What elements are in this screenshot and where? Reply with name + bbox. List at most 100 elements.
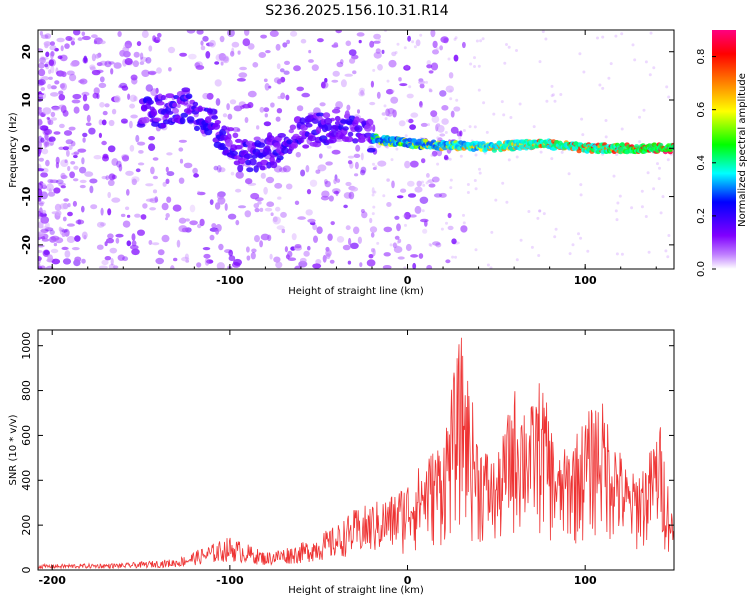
- heatmap-cell: [133, 51, 140, 58]
- heatmap-cell: [204, 116, 212, 124]
- heatmap-cell: [202, 247, 211, 251]
- heatmap-cell: [53, 187, 61, 194]
- heatmap-cell: [234, 144, 243, 150]
- heatmap-cell: [44, 227, 54, 232]
- heatmap-cell: [157, 32, 162, 38]
- heatmap-cell: [117, 31, 122, 37]
- y-tick-label: 600: [20, 425, 33, 446]
- heatmap-cell: [46, 116, 50, 120]
- heatmap-cell: [152, 189, 158, 194]
- heatmap-cell: [609, 62, 613, 66]
- heatmap-cell: [582, 70, 586, 74]
- heatmap-cell: [615, 218, 619, 222]
- heatmap-cell: [178, 177, 185, 184]
- heatmap-cell: [60, 175, 68, 179]
- heatmap-cell: [665, 85, 669, 89]
- heatmap-cell: [419, 83, 425, 89]
- heatmap-cell: [325, 249, 332, 257]
- heatmap-cell: [370, 232, 375, 238]
- heatmap-cell: [48, 76, 53, 81]
- heatmap-cell: [226, 103, 230, 111]
- heatmap-cell: [494, 198, 498, 202]
- heatmap-cell: [124, 40, 132, 49]
- heatmap-cell: [410, 254, 419, 258]
- heatmap-cell: [264, 113, 268, 118]
- heatmap-cell: [45, 222, 50, 230]
- heatmap-cell: [381, 49, 385, 55]
- heatmap-cell: [168, 67, 172, 72]
- heatmap-cell: [263, 78, 268, 83]
- heatmap-cell: [40, 228, 49, 233]
- heatmap-cell: [93, 40, 97, 45]
- heatmap-cell: [227, 213, 237, 220]
- heatmap-cell: [377, 160, 387, 167]
- heatmap-cell: [172, 102, 178, 108]
- heatmap-cell: [391, 180, 395, 189]
- heatmap-cell: [640, 189, 644, 193]
- heatmap-cell: [661, 195, 665, 199]
- heatmap-cell: [276, 63, 281, 70]
- heatmap-cell: [378, 38, 382, 42]
- heatmap-cell: [50, 117, 57, 121]
- heatmap-cell: [147, 70, 157, 75]
- heatmap-cell: [449, 186, 453, 190]
- heatmap-cell: [89, 66, 96, 71]
- heatmap-cell: [38, 200, 45, 205]
- heatmap-cell: [327, 233, 333, 241]
- heatmap-cell: [157, 249, 165, 256]
- heatmap-cell: [98, 119, 103, 126]
- colorbar-label: Normalized spectral amplitude: [737, 73, 748, 227]
- heatmap-cell: [40, 87, 45, 91]
- heatmap-cell: [451, 238, 457, 245]
- colorbar-tick-label: 0.4: [696, 155, 707, 171]
- heatmap-cell: [131, 248, 140, 256]
- heatmap-cell: [390, 96, 399, 104]
- heatmap-cell: [253, 136, 261, 142]
- heatmap-cell: [336, 178, 341, 183]
- heatmap-cell: [450, 126, 459, 134]
- heatmap-cell: [276, 225, 285, 230]
- heatmap-cell: [285, 94, 290, 101]
- heatmap-cell: [145, 183, 154, 187]
- heatmap-cell: [347, 131, 354, 137]
- heatmap-cell: [304, 131, 310, 137]
- heatmap-cell: [567, 172, 571, 176]
- heatmap-cell: [537, 254, 541, 257]
- heatmap-cell: [45, 51, 50, 58]
- heatmap-cell: [449, 89, 453, 93]
- heatmap-cell: [50, 85, 57, 90]
- heatmap-cell: [353, 116, 360, 124]
- heatmap-cell: [100, 207, 104, 216]
- heatmap-cell: [616, 201, 620, 205]
- heatmap-cell: [356, 32, 365, 37]
- heatmap-cell: [614, 209, 618, 213]
- heatmap-cell: [410, 112, 419, 118]
- x-tick-label: -200: [38, 274, 66, 287]
- heatmap-cell: [38, 266, 43, 269]
- heatmap-cell: [620, 127, 624, 131]
- heatmap-cell: [101, 175, 108, 180]
- heatmap-cell: [162, 181, 167, 187]
- heatmap-cell: [491, 148, 497, 153]
- heatmap-cell: [644, 60, 648, 64]
- heatmap-cell: [42, 209, 47, 215]
- heatmap-cell: [477, 88, 481, 92]
- heatmap-cell: [502, 113, 506, 117]
- heatmap-cell: [54, 80, 60, 85]
- heatmap-cell: [305, 123, 313, 128]
- heatmap-cell: [519, 238, 523, 242]
- heatmap-cell: [404, 223, 407, 227]
- heatmap-cell: [66, 70, 75, 76]
- heatmap-cell: [209, 199, 214, 206]
- heatmap-cell: [66, 149, 70, 157]
- heatmap-cell: [113, 62, 122, 69]
- heatmap-cell: [440, 36, 449, 43]
- heatmap-cell: [273, 256, 281, 263]
- heatmap-cell: [445, 85, 454, 93]
- heatmap-cell: [92, 92, 99, 99]
- heatmap-cell: [46, 183, 54, 192]
- heatmap-cell: [45, 159, 50, 167]
- heatmap-cell: [441, 118, 449, 125]
- heatmap-cell: [200, 40, 204, 46]
- heatmap-cell: [104, 103, 110, 108]
